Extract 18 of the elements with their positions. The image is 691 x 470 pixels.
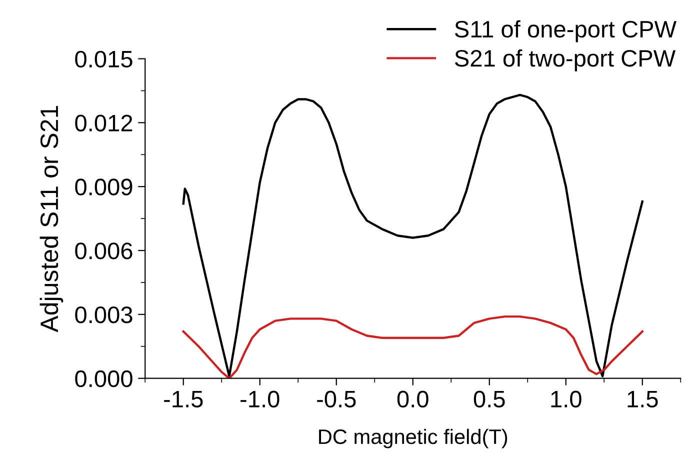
y-tick-label: 0.009 [75, 178, 132, 196]
y-tick-label: 0.015 [75, 50, 132, 68]
x-tick-label: 1.5 [628, 391, 658, 408]
x-tick-label: 1.0 [551, 390, 582, 408]
line-series [182, 315, 644, 378]
x-axis-title: DC magnetic field(T) [319, 428, 508, 448]
y-tick-label: 0.012 [75, 114, 132, 132]
x-tick-label: 0.0 [397, 390, 428, 408]
legend-label: S11 of one-port CPW [454, 20, 676, 42]
x-tick-label: -1.0 [240, 390, 280, 408]
y-tick-label: 0.006 [75, 242, 132, 260]
y-tick-label: 0.000 [75, 370, 132, 388]
x-tick-label: -1.5 [164, 391, 203, 408]
y-tick-label: 0.003 [75, 306, 132, 324]
y-axis-title: Adjusted S11 or S21 [40, 106, 64, 332]
x-tick-label: -0.5 [317, 390, 356, 408]
legend-label: S21 of two-port CPW [454, 49, 676, 72]
x-tick-label: 0.5 [474, 390, 505, 408]
